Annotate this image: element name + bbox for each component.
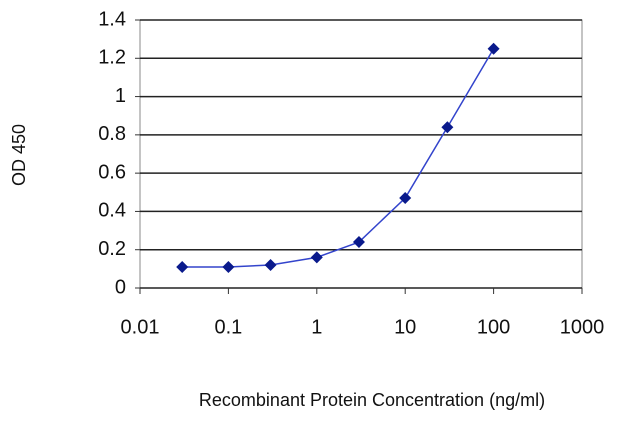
data-line bbox=[182, 48, 495, 268]
x-tick-label: 0.1 bbox=[214, 316, 242, 338]
data-point bbox=[487, 42, 500, 55]
y-tick-label: 0.8 bbox=[98, 123, 126, 145]
x-axis-title: Recombinant Protein Concentration (ng/ml… bbox=[199, 390, 545, 410]
x-tick-label: 100 bbox=[477, 316, 510, 338]
plot-area bbox=[139, 19, 583, 289]
y-tick-label: 1.4 bbox=[98, 8, 126, 30]
x-tick-label: 1 bbox=[311, 316, 322, 338]
data-point bbox=[176, 260, 189, 273]
y-tick-label: 1.2 bbox=[98, 47, 126, 69]
x-tick-label: 10 bbox=[394, 316, 416, 338]
y-tick-label: 0.2 bbox=[98, 238, 126, 260]
data-point bbox=[352, 236, 365, 249]
data-point bbox=[264, 259, 277, 272]
x-tick-label: 1000 bbox=[560, 316, 605, 338]
x-tick-label: 0.01 bbox=[121, 316, 160, 338]
data-point bbox=[222, 260, 235, 273]
data-point bbox=[310, 251, 323, 264]
y-tick-label: 0.6 bbox=[98, 161, 126, 183]
data-point bbox=[399, 192, 412, 205]
y-tick-label: 0.4 bbox=[98, 200, 126, 222]
y-tick-label: 0 bbox=[115, 276, 126, 298]
y-axis-title: OD 450 bbox=[9, 124, 29, 186]
data-point bbox=[441, 121, 454, 134]
y-tick-label: 1 bbox=[115, 85, 126, 107]
